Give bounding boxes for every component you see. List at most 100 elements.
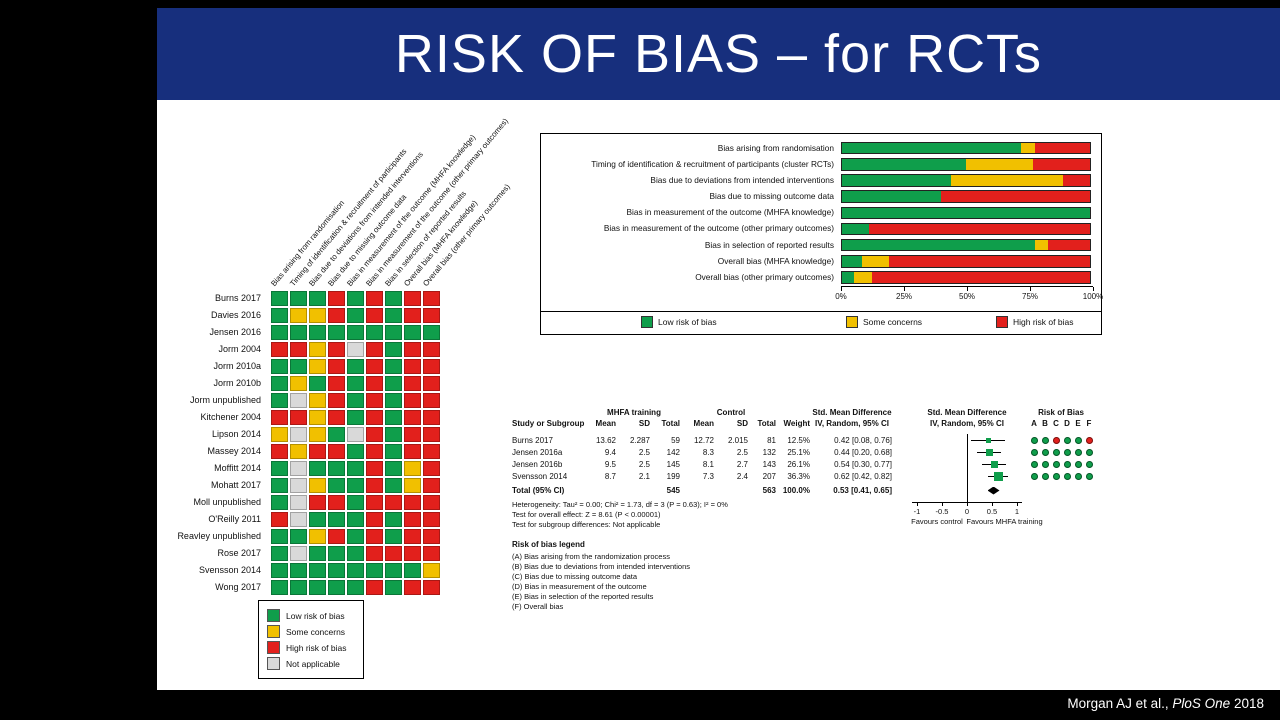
- risk-cell-high: [365, 392, 384, 409]
- risk-cell-low: [327, 579, 346, 596]
- total-ci: 0.53 [0.41, 0.65]: [833, 486, 892, 495]
- rob-dot-low: [1063, 448, 1071, 456]
- risk-cell-na: [346, 341, 365, 358]
- risk-cell-low: [308, 375, 327, 392]
- risk-cell-high: [403, 443, 422, 460]
- total-n-control: 563: [762, 486, 776, 495]
- axis-tick: [1017, 502, 1018, 506]
- risk-cell-high: [403, 358, 422, 375]
- cell-value: 12.72: [693, 436, 714, 445]
- risk-cell-some: [308, 477, 327, 494]
- risk-cell-low: [270, 307, 289, 324]
- bar-category-label: Bias arising from randomisation: [717, 142, 834, 153]
- study-label: Moffitt 2014: [214, 463, 261, 473]
- study-row: Moffitt 2014: [160, 460, 441, 477]
- risk-cell-low: [327, 477, 346, 494]
- risk-cell-low: [346, 477, 365, 494]
- cell-value: 207: [762, 472, 776, 481]
- risk-cell-high: [327, 375, 346, 392]
- footnote: Heterogeneity: Tau² = 0.00; Chi² = 1.73,…: [512, 500, 728, 509]
- bar-segment-high: [1035, 142, 1090, 154]
- risk-cell-low: [346, 579, 365, 596]
- study-label: Reavley unpublished: [177, 531, 261, 541]
- risk-cell-na: [289, 477, 308, 494]
- risk-cell-low: [346, 545, 365, 562]
- forest-plot: MHFA training Control Std. Mean Difference…: [512, 400, 1172, 680]
- favours-left-label: Favours control: [911, 517, 963, 526]
- rob-dot-low: [1074, 436, 1082, 444]
- risk-cell-low: [270, 460, 289, 477]
- risk-cell-high: [327, 409, 346, 426]
- risk-cell-low: [270, 392, 289, 409]
- risk-cell-high: [327, 290, 346, 307]
- bar-row: Bias due to missing outcome data: [541, 189, 1101, 205]
- risk-cell-low: [384, 426, 403, 443]
- risk-cell-low: [308, 511, 327, 528]
- bar-segment-low: [842, 142, 1021, 154]
- chart-legend-label: Some concerns: [863, 317, 923, 327]
- some-swatch-icon: [267, 625, 280, 638]
- risk-cell-high: [422, 511, 441, 528]
- risk-cell-low: [327, 545, 346, 562]
- bar-segment-high: [889, 256, 1090, 267]
- study-row: Svensson 2014: [160, 562, 441, 579]
- risk-cell-low: [270, 579, 289, 596]
- risk-cell-some: [308, 358, 327, 375]
- cell-value: 9.5: [604, 460, 616, 469]
- column-header: Mean: [693, 419, 714, 428]
- bar-row: Bias arising from randomisation: [541, 140, 1101, 156]
- rob-dot-low: [1085, 448, 1093, 456]
- axis-tick: [1030, 286, 1031, 291]
- study-label: Burns 2017: [214, 293, 261, 303]
- study-row: Kitchener 2004: [160, 409, 441, 426]
- group-header-control: Control: [716, 408, 746, 417]
- stacked-bar: [841, 255, 1091, 268]
- bar-row: Bias due to deviations from intended int…: [541, 172, 1101, 188]
- rob-letter: F: [1086, 419, 1092, 428]
- study-label: Davies 2016: [210, 310, 261, 320]
- risk-cell-high: [365, 494, 384, 511]
- risk-cell-low: [384, 562, 403, 579]
- risk-cell-low: [270, 324, 289, 341]
- bar-segment-some: [861, 256, 890, 267]
- column-header: SD: [736, 419, 748, 428]
- risk-cell-high: [365, 528, 384, 545]
- cell-value: 143: [762, 460, 776, 469]
- bar-category-label: Bias in measurement of the outcome (MHFA…: [626, 207, 834, 218]
- cell-value: 26.1%: [787, 460, 810, 469]
- risk-cell-high: [365, 579, 384, 596]
- method-plot-header: IV, Random, 95% CI: [930, 419, 1004, 428]
- risk-cell-low: [289, 579, 308, 596]
- study-label: Jorm 2010a: [213, 361, 261, 371]
- study-column-header: Study or Subgroup: [512, 419, 585, 428]
- study-row: Jorm 2010a: [160, 358, 441, 375]
- group-header-mhfa: MHFA training: [607, 408, 661, 417]
- rob-dot-low: [1074, 448, 1082, 456]
- rob-letter: B: [1042, 419, 1048, 428]
- legend-item: Some concerns: [267, 625, 355, 638]
- method-header: IV, Random, 95% CI: [815, 419, 889, 428]
- effect-marker: [990, 460, 998, 468]
- risk-cell-high: [403, 375, 422, 392]
- study-label: Moll unpublished: [193, 497, 261, 507]
- chart-legend-label: Low risk of bias: [658, 317, 717, 327]
- rob-dot-low: [1063, 472, 1071, 480]
- bar-row: Timing of identification & recruitment o…: [541, 156, 1101, 172]
- stacked-bar: [841, 141, 1091, 155]
- risk-cell-low: [384, 443, 403, 460]
- bar-segment-high: [1032, 159, 1090, 170]
- rob-dot-low: [1052, 448, 1060, 456]
- study-label: Jensen 2016: [209, 327, 261, 337]
- risk-cell-na: [289, 392, 308, 409]
- legend-item: Low risk of bias: [267, 609, 355, 622]
- rob-legend-item: (D) Bias in measurement of the outcome: [512, 582, 647, 591]
- column-header: SD: [638, 419, 650, 428]
- risk-cell-high: [270, 341, 289, 358]
- risk-cell-low: [346, 324, 365, 341]
- study-label: Svensson 2014: [198, 565, 261, 575]
- study-row: Reavley unpublished: [160, 528, 441, 545]
- bar-segment-low: [842, 207, 1090, 219]
- risk-cell-high: [422, 579, 441, 596]
- bar-category-label: Bias due to missing outcome data: [709, 191, 834, 202]
